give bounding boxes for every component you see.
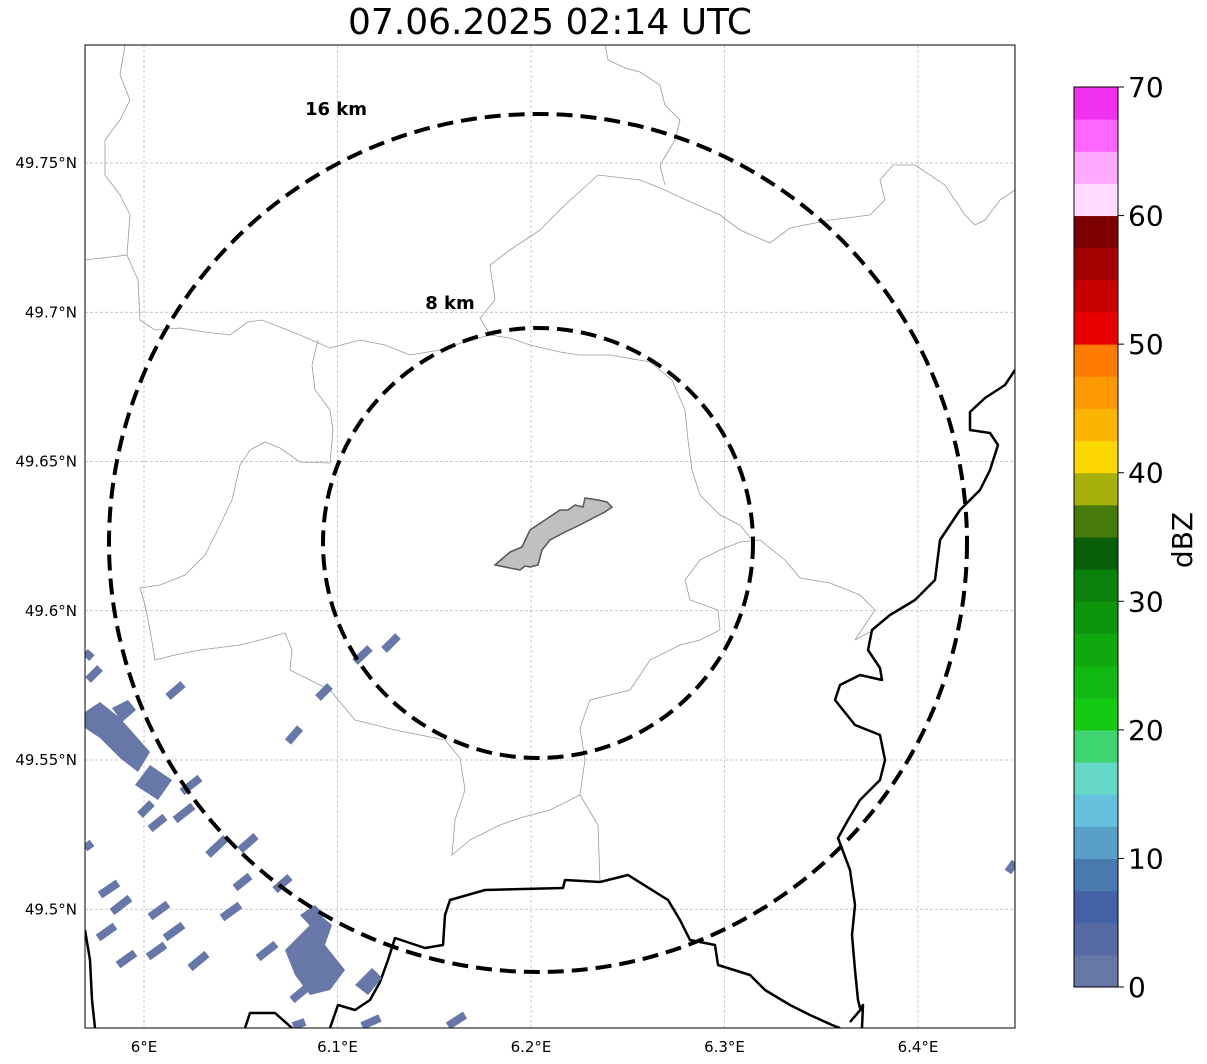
echo-cell — [85, 665, 103, 683]
admin-boundaries — [85, 45, 1015, 883]
colorbar-segment — [1074, 87, 1118, 120]
echo-cell — [109, 894, 133, 916]
colorbar-segment — [1074, 472, 1118, 506]
echo-cell — [95, 922, 118, 942]
lat-tick-label: 49.55°N — [15, 751, 77, 769]
echo-cell — [300, 905, 325, 928]
echo-cell — [237, 832, 259, 854]
colorbar-tick-label: 0 — [1128, 971, 1146, 1004]
echo-cell — [145, 941, 168, 961]
colorbar-segment — [1074, 151, 1118, 184]
colorbar-segment — [1074, 569, 1118, 602]
echo-cell — [85, 702, 150, 772]
colorbar-tick-label: 50 — [1128, 328, 1164, 361]
echo-cell — [97, 879, 121, 899]
echo-cell — [352, 645, 373, 665]
echo-cell — [147, 900, 171, 921]
echo-cell — [147, 813, 168, 833]
colorbar-segment — [1074, 954, 1118, 988]
colorbar-segment — [1074, 729, 1118, 763]
colorbar-segment — [1074, 183, 1118, 217]
colorbar-segment — [1074, 537, 1118, 570]
echo-cell — [135, 765, 172, 800]
colorbar-tick-label: 60 — [1128, 200, 1164, 233]
echo-cell — [1004, 859, 1015, 875]
colorbar-segment — [1074, 504, 1118, 538]
lon-tick-label: 6°E — [131, 1038, 158, 1056]
lat-tick-label: 49.65°N — [15, 453, 77, 471]
radar-echoes — [85, 633, 1015, 1028]
lat-tick-label: 49.7°N — [25, 303, 77, 321]
map-frame — [84, 44, 1016, 1029]
range-rings: 16 km 8 km — [107, 99, 969, 974]
echo-cell — [162, 921, 186, 942]
echo-cell — [381, 633, 401, 653]
echo-cell — [205, 835, 229, 858]
colorbar-tick-label: 30 — [1128, 585, 1164, 618]
colorbar-segment — [1074, 279, 1118, 313]
ring-label-8km: 8 km — [425, 293, 475, 314]
axis-tick-labels: 6°E 6.1°E 6.2°E 6.3°E 6.4°E 49.75°N 49.7°N 49.6… — [15, 154, 938, 1056]
colorbar-segment — [1074, 344, 1118, 377]
echo-cell — [187, 950, 210, 972]
map-title: 07.06.2025 02:14 UTC — [347, 2, 753, 43]
range-ring-16km — [107, 112, 969, 974]
colorbar-label: dBZ — [1166, 512, 1199, 568]
echo-cell — [85, 648, 95, 662]
echo-cell — [172, 802, 196, 824]
lon-tick-label: 6.3°E — [704, 1038, 745, 1056]
country-border — [85, 369, 1015, 1028]
colorbar-tick-label: 20 — [1128, 714, 1164, 747]
echo-cell — [272, 873, 293, 894]
echo-cell — [85, 839, 95, 852]
colorbar-segment — [1074, 633, 1118, 667]
colorbar-tick-label: 10 — [1128, 842, 1164, 875]
colorbar-segment — [1074, 440, 1118, 474]
echo-cell — [112, 700, 136, 722]
colorbar-tick-label: 40 — [1128, 457, 1164, 490]
range-ring-8km — [321, 326, 755, 760]
lat-tick-label: 49.5°N — [25, 900, 77, 918]
lon-tick-label: 6.4°E — [898, 1038, 939, 1056]
echo-cell — [137, 800, 155, 818]
colorbar-segment — [1074, 408, 1118, 442]
echo-cell — [355, 968, 382, 995]
echo-cell — [315, 683, 333, 701]
echo-cell — [285, 915, 345, 995]
echo-cell — [360, 1014, 382, 1028]
echo-cell — [165, 680, 186, 701]
colorbar: 0 10 20 30 40 50 60 70 — [1073, 71, 1164, 1004]
colorbar-segment — [1074, 601, 1118, 634]
colorbar-segment — [1074, 890, 1118, 924]
ring-label-16km: 16 km — [305, 99, 367, 120]
colorbar-segment — [1074, 376, 1118, 409]
echo-cell — [291, 1018, 307, 1028]
colorbar-segment — [1074, 922, 1118, 956]
echo-cell — [232, 872, 253, 892]
colorbar-segment — [1074, 119, 1118, 152]
colorbar-segment — [1074, 794, 1118, 827]
echo-cell — [219, 901, 243, 922]
echo-cell — [255, 940, 279, 962]
colorbar-segment — [1074, 697, 1118, 731]
colorbar-segment — [1074, 247, 1118, 281]
colorbar-segment — [1074, 312, 1118, 345]
colorbar-segment — [1074, 858, 1118, 892]
echo-cell — [445, 1011, 468, 1028]
colorbar-segment — [1074, 826, 1118, 859]
lon-tick-label: 6.2°E — [511, 1038, 552, 1056]
colorbar-segment — [1074, 762, 1118, 795]
echo-cell — [115, 949, 138, 969]
colorbar-segment — [1074, 665, 1118, 699]
colorbar-frame — [1073, 86, 1119, 988]
lat-tick-label: 49.6°N — [25, 602, 77, 620]
colorbar-segment — [1074, 215, 1118, 249]
echo-cell — [284, 725, 304, 745]
lat-tick-label: 49.75°N — [15, 154, 77, 172]
radar-site-area — [493, 497, 614, 571]
colorbar-tick-label: 70 — [1128, 71, 1164, 104]
lon-tick-label: 6.1°E — [317, 1038, 358, 1056]
